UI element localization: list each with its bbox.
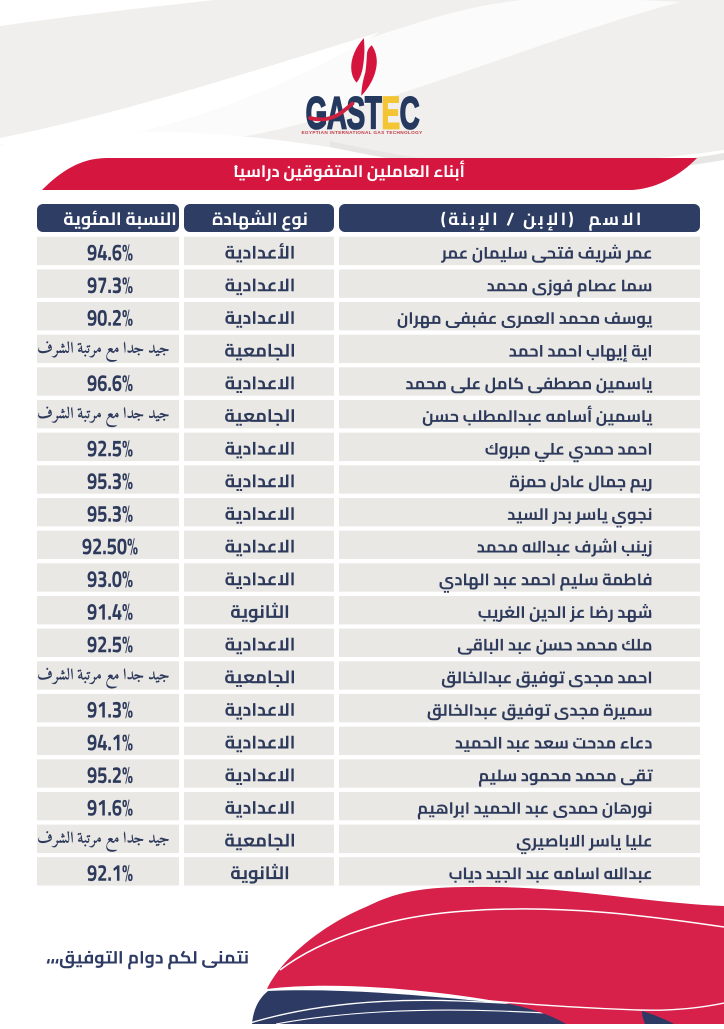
svg-text:EGYPTIAN INTERNATIONAL GAS TEC: EGYPTIAN INTERNATIONAL GAS TECHNOLOGY (301, 130, 423, 135)
svg-text:GASTEC: GASTEC (306, 88, 420, 139)
